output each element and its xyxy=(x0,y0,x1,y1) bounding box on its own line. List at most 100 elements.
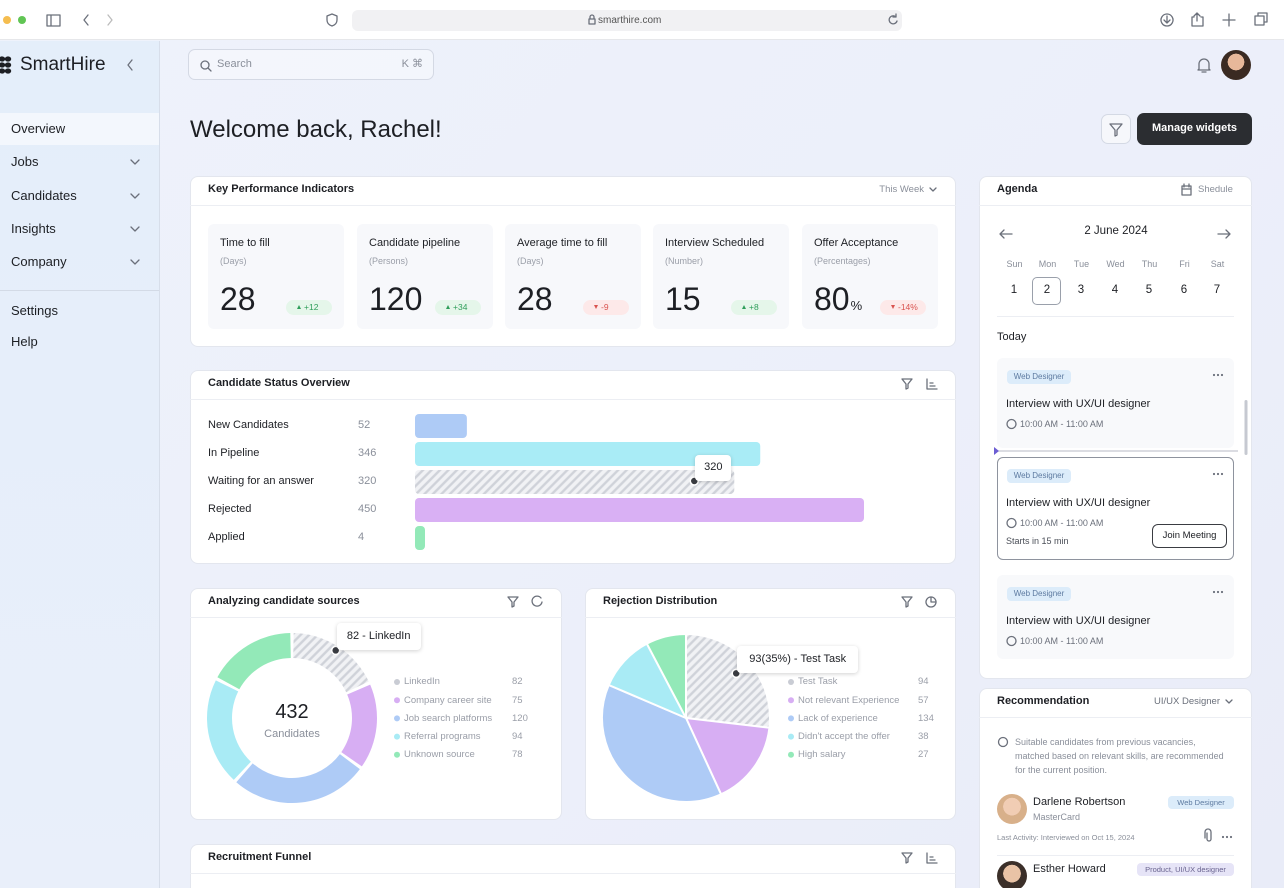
new-tab-icon xyxy=(1222,13,1236,27)
chart-segment xyxy=(236,754,360,803)
more-dot xyxy=(1225,835,1229,839)
legend-label: LinkedIn xyxy=(404,676,440,688)
clock-icon xyxy=(1006,418,1017,430)
tooltip-text: 320 xyxy=(704,461,723,474)
join-button[interactable] xyxy=(1152,524,1227,548)
brand-name: SmartHire xyxy=(20,53,106,75)
nav-item[interactable]: Insights xyxy=(11,221,56,237)
join-button-label[interactable]: Join Meeting xyxy=(1162,530,1217,542)
kpi-value: 15 xyxy=(665,280,701,317)
more-dot xyxy=(1229,835,1233,839)
tooltip-box xyxy=(737,646,859,674)
legend-swatch xyxy=(394,751,400,758)
legend-value: 94 xyxy=(512,730,523,742)
legend-value: 75 xyxy=(512,694,523,706)
kpi-suffix: % xyxy=(850,297,863,313)
legend-value: 134 xyxy=(918,712,934,724)
nav-item[interactable]: Company xyxy=(11,254,67,270)
weekday: Mon xyxy=(1038,258,1057,269)
chart-segment xyxy=(601,683,723,803)
kpi-label: Time to fill xyxy=(220,237,270,250)
more-dot xyxy=(1212,472,1216,476)
filter-icon xyxy=(507,596,519,608)
brand-logo-dot xyxy=(4,68,12,74)
window-button xyxy=(18,16,26,24)
weekday: Sun xyxy=(1006,258,1023,269)
candidate-tag: Web Designer xyxy=(1177,798,1225,807)
day[interactable]: 4 xyxy=(1111,284,1119,297)
nav-item[interactable]: Help xyxy=(11,334,38,350)
lock-icon xyxy=(588,14,596,25)
event-time: 10:00 AM - 11:00 AM xyxy=(1020,418,1104,429)
chart-icon xyxy=(926,378,938,390)
card-title: Key Performance Indicators xyxy=(208,183,355,196)
event-tag-pill xyxy=(1007,587,1071,601)
manage-widgets-label[interactable]: Manage widgets xyxy=(1152,122,1237,135)
avatar[interactable] xyxy=(1221,50,1251,80)
status-bar xyxy=(415,498,864,522)
nav-item[interactable]: Jobs xyxy=(11,154,39,170)
url-text: smarthire.com xyxy=(598,14,662,26)
status-label: Applied xyxy=(208,531,245,544)
recommendation-filter[interactable]: UI/UX Designer xyxy=(1154,696,1220,708)
day[interactable]: 5 xyxy=(1145,284,1153,297)
kpi-value: 28 xyxy=(220,280,256,317)
chart-segment xyxy=(341,684,377,767)
more-dot xyxy=(1220,590,1224,594)
kpi-label: Average time to fill xyxy=(517,237,608,250)
status-bar xyxy=(415,442,761,466)
url-field[interactable] xyxy=(352,10,902,31)
chart-segment xyxy=(293,633,369,693)
kpi-delta: +8 xyxy=(749,302,759,313)
day[interactable]: 7 xyxy=(1213,284,1221,297)
manage-widgets-button[interactable] xyxy=(1137,113,1252,145)
forward-icon xyxy=(107,14,113,26)
kpi-delta: +34 xyxy=(453,302,468,313)
kpi-label: Offer Acceptance xyxy=(814,237,899,250)
kpi-trend-arrow xyxy=(446,305,450,309)
nav-item[interactable]: Candidates xyxy=(11,188,77,204)
kpi-trend-arrow xyxy=(297,305,301,309)
candidate-tag: Product, UI/UX designer xyxy=(1145,865,1226,874)
card-title: Analyzing candidate sources xyxy=(208,595,360,608)
kpi-period[interactable]: This Week xyxy=(879,184,924,196)
clock-icon xyxy=(1006,635,1017,647)
day[interactable]: 1 xyxy=(1010,284,1018,297)
kpi-value: 28 xyxy=(517,280,553,317)
status-label: Waiting for an answer xyxy=(208,475,314,488)
card-title: Rejection Distribution xyxy=(603,595,718,608)
scrollbar xyxy=(1244,400,1248,455)
day[interactable]: 2 xyxy=(1043,284,1051,297)
calendar-icon xyxy=(1181,183,1192,196)
filter-button[interactable] xyxy=(1101,114,1131,144)
nav-item[interactable]: Overview xyxy=(11,121,66,137)
legend-swatch xyxy=(394,679,400,685)
status-bar xyxy=(415,470,735,494)
share-icon xyxy=(1191,12,1204,27)
nav-item[interactable]: Settings xyxy=(11,303,58,319)
back-icon xyxy=(83,14,89,26)
search-field[interactable] xyxy=(188,49,434,80)
search-placeholder: Search xyxy=(217,58,252,71)
event-title: Interview with UX/UI designer xyxy=(1006,615,1151,628)
day[interactable]: 3 xyxy=(1077,284,1085,297)
funnel-card xyxy=(190,844,956,888)
nav-chevron xyxy=(130,193,140,199)
candidate-company: MasterCard xyxy=(1033,811,1081,822)
period-chevron xyxy=(929,187,937,192)
kpi-delta: -9 xyxy=(601,302,609,313)
candidate-name[interactable]: Esther Howard xyxy=(1033,863,1106,876)
legend-label: Company career site xyxy=(404,694,492,706)
kpi-unit: (Days) xyxy=(517,255,544,266)
candidate-name[interactable]: Darlene Robertson xyxy=(1033,796,1126,809)
selected-day[interactable] xyxy=(1032,277,1061,305)
brand-logo-dot xyxy=(0,62,6,68)
legend-value: 120 xyxy=(512,712,528,724)
agenda-action[interactable]: Shedule xyxy=(1198,184,1233,196)
legend-label: High salary xyxy=(798,749,846,761)
brand-logo-dot xyxy=(0,68,6,74)
day[interactable]: 6 xyxy=(1180,284,1188,297)
event-tag-pill xyxy=(1007,370,1071,384)
